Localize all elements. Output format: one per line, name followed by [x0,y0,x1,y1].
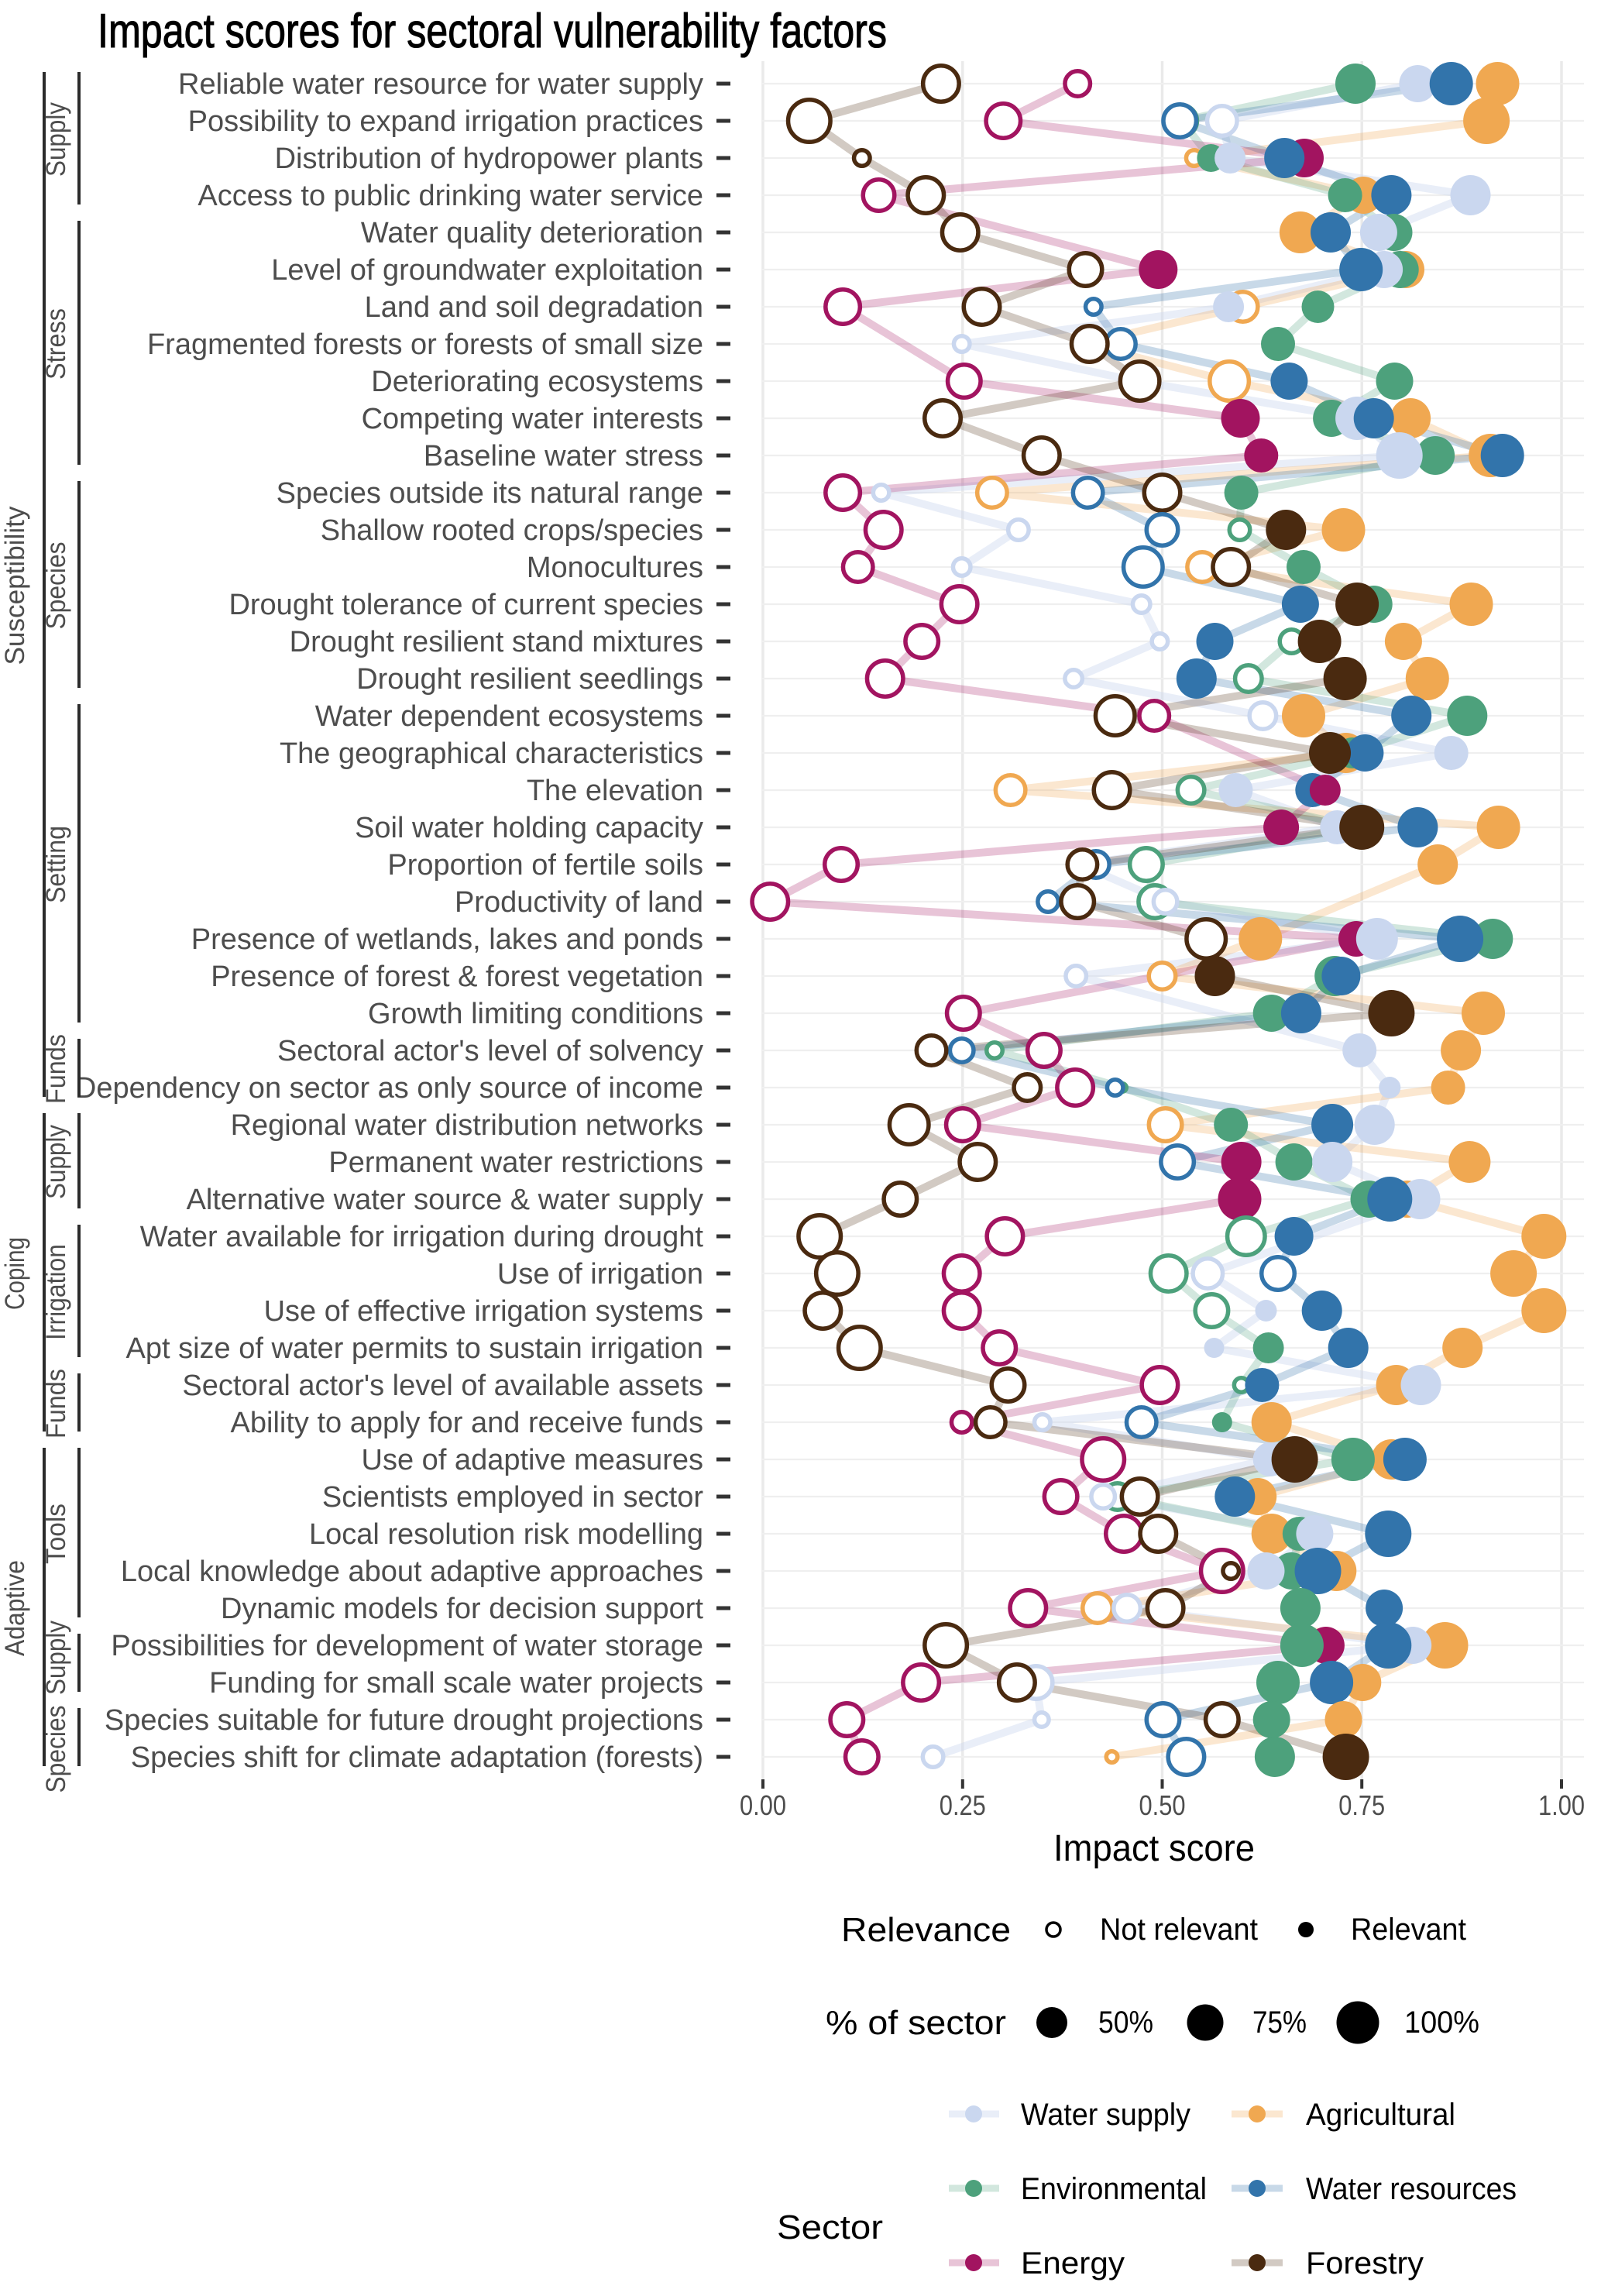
svg-text:Possibility to expand irrigati: Possibility to expand irrigation practic… [188,105,703,138]
svg-text:Species: Species [41,1706,71,1793]
svg-text:Water supply: Water supply [1021,2098,1190,2132]
svg-text:Species shift for climate adap: Species shift for climate adaptation (fo… [131,1741,703,1774]
svg-text:Water dependent ecosystems: Water dependent ecosystems [315,700,703,733]
svg-text:Supply: Supply [41,102,71,177]
svg-text:50%: 50% [1098,2006,1153,2040]
svg-text:100%: 100% [1404,2006,1479,2040]
svg-text:Irrigation: Irrigation [41,1244,71,1340]
svg-text:Growth limiting conditions: Growth limiting conditions [368,998,703,1030]
svg-text:Use of irrigation: Use of irrigation [497,1258,703,1291]
svg-text:Dynamic models for decision su: Dynamic models for decision support [221,1593,703,1625]
svg-text:The geographical characteristi: The geographical characteristics [280,737,703,770]
svg-text:Supply: Supply [41,1621,71,1695]
svg-text:Drought tolerance of current s: Drought tolerance of current species [228,589,703,621]
svg-text:Energy: Energy [1021,2246,1125,2281]
svg-text:Forestry: Forestry [1306,2246,1424,2281]
svg-text:Productivity of land: Productivity of land [455,886,703,919]
svg-text:Presence of wetlands, lakes an: Presence of wetlands, lakes and ponds [191,923,703,956]
svg-text:Shallow rooted crops/species: Shallow rooted crops/species [321,514,703,547]
svg-text:Species suitable for future dr: Species suitable for future drought proj… [105,1704,703,1737]
svg-text:Deteriorating ecosystems: Deteriorating ecosystems [371,366,703,398]
svg-text:Ability to apply for and recei: Ability to apply for and receive funds [231,1407,703,1439]
svg-text:Dependency on sector as only s: Dependency on sector as only source of i… [75,1072,703,1105]
svg-text:Water resources: Water resources [1306,2172,1517,2206]
svg-text:The elevation: The elevation [527,775,703,807]
svg-text:0.25: 0.25 [940,1789,986,1821]
svg-text:Sectoral actor's level of solv: Sectoral actor's level of solvency [277,1035,703,1067]
svg-text:Relevance: Relevance [841,1911,1011,1949]
svg-text:Funds: Funds [41,1034,71,1104]
svg-text:Soil water holding capacity: Soil water holding capacity [355,812,703,844]
svg-text:Tools: Tools [41,1504,71,1564]
svg-text:Species: Species [41,542,71,630]
svg-text:75%: 75% [1252,2006,1307,2040]
svg-text:Impact score: Impact score [1053,1828,1255,1869]
svg-text:Monocultures: Monocultures [527,552,703,584]
svg-text:Use of effective irrigation sy: Use of effective irrigation systems [264,1295,703,1328]
svg-text:Use of adaptive measures: Use of adaptive measures [362,1444,703,1476]
svg-text:Adaptive: Adaptive [0,1560,30,1656]
svg-text:Presence of forest & forest ve: Presence of forest & forest vegetation [211,961,703,993]
svg-text:Level of groundwater exploitat: Level of groundwater exploitation [271,254,703,287]
svg-text:Local knowledge about adaptive: Local knowledge about adaptive approache… [121,1555,703,1588]
svg-text:Stress: Stress [41,308,71,380]
svg-text:Funds: Funds [41,1369,71,1438]
svg-text:Sector: Sector [777,2208,883,2246]
svg-text:0.50: 0.50 [1139,1789,1186,1821]
svg-text:Setting: Setting [41,826,71,903]
svg-text:Relevant: Relevant [1351,1913,1466,1947]
svg-text:Not relevant: Not relevant [1100,1913,1258,1947]
svg-text:Agricultural: Agricultural [1306,2098,1455,2132]
svg-text:Distribution of hydropower pla: Distribution of hydropower plants [275,143,703,175]
svg-text:Drought resilient seedlings: Drought resilient seedlings [356,663,703,696]
svg-text:Land and soil degradation: Land and soil degradation [365,291,703,324]
svg-text:Access to public drinking wate: Access to public drinking water service [198,180,703,212]
svg-text:Impact scores for sectoral vul: Impact scores for sectoral vulnerability… [98,5,887,58]
svg-text:Sectoral actor's level of avai: Sectoral actor's level of available asse… [182,1370,703,1402]
svg-text:Supply: Supply [41,1125,71,1199]
svg-text:Reliable water resource for wa: Reliable water resource for water supply [178,68,703,101]
svg-text:Environmental: Environmental [1021,2172,1207,2206]
svg-text:Coping: Coping [0,1237,30,1310]
svg-text:0.75: 0.75 [1338,1789,1385,1821]
svg-text:Local resolution risk modellin: Local resolution risk modelling [309,1518,703,1551]
svg-text:Water quality deterioration: Water quality deterioration [361,217,703,249]
svg-text:Baseline water stress: Baseline water stress [424,440,703,473]
svg-text:Alternative water source & wat: Alternative water source & water supply [187,1184,703,1216]
svg-text:Scientists employed in sector: Scientists employed in sector [322,1481,703,1514]
svg-text:0.00: 0.00 [740,1789,786,1821]
svg-text:1.00: 1.00 [1538,1789,1585,1821]
svg-text:Possibilities for development: Possibilities for development of water s… [111,1630,703,1662]
svg-text:Proportion of fertile soils: Proportion of fertile soils [387,849,703,882]
svg-text:Species outside its natural ra: Species outside its natural range [277,477,703,510]
svg-text:Fragmented forests or forests: Fragmented forests or forests of small s… [147,328,703,361]
svg-text:% of sector: % of sector [826,2004,1006,2042]
svg-text:Competing water interests: Competing water interests [362,403,703,435]
svg-text:Funding for small scale water: Funding for small scale water projects [209,1667,703,1700]
svg-text:Drought resilient stand mixtur: Drought resilient stand mixtures [290,626,703,658]
svg-text:Apt size of water permits to s: Apt size of water permits to sustain irr… [125,1332,703,1365]
svg-text:Regional water distribution ne: Regional water distribution networks [231,1109,703,1142]
svg-text:Water available for irrigation: Water available for irrigation during dr… [140,1221,704,1253]
svg-text:Susceptibility: Susceptibility [0,506,30,665]
svg-text:Permanent water restrictions: Permanent water restrictions [328,1146,703,1179]
